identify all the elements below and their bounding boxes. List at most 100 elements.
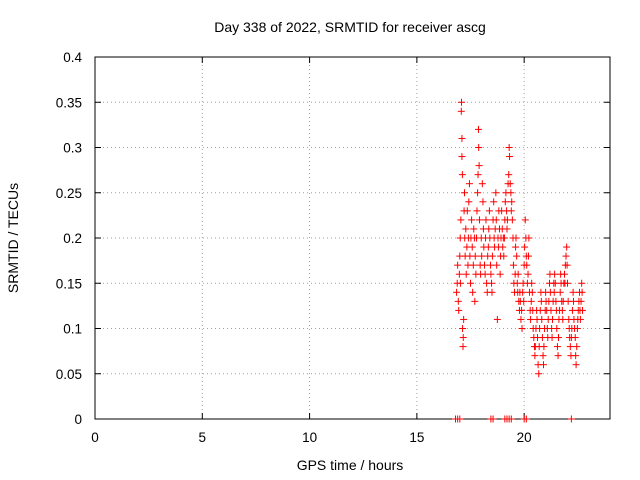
data-point: [476, 216, 484, 224]
data-point: [527, 315, 535, 323]
x-axis-ticks: 0 5 10 15 20: [91, 57, 532, 445]
data-point: [453, 288, 461, 296]
data-point: [478, 180, 486, 188]
data-point: [485, 225, 493, 233]
data-point: [563, 261, 571, 269]
data-point: [577, 297, 585, 305]
data-point: [579, 306, 587, 314]
x-axis-label: GPS time / hours: [297, 457, 404, 473]
data-point: [509, 261, 517, 269]
data-point: [521, 216, 529, 224]
grid-lines: [95, 57, 610, 419]
data-point: [558, 306, 566, 314]
data-point: [484, 243, 492, 251]
data-point: [489, 415, 497, 423]
data-point: [522, 415, 530, 423]
data-point: [578, 288, 586, 296]
data-point: [525, 234, 533, 242]
data-point: [553, 325, 561, 332]
y-tick-label: 0: [74, 412, 82, 427]
data-point: [470, 225, 478, 233]
data-point: [493, 261, 501, 269]
data-point: [488, 288, 496, 296]
y-tick-label: 0.15: [56, 276, 82, 291]
data-point: [517, 315, 525, 323]
data-point: [458, 98, 466, 106]
x-tick-label: 20: [517, 430, 532, 445]
data-point: [567, 415, 575, 423]
data-point: [520, 297, 528, 305]
data-point: [486, 261, 494, 269]
x-tick-label: 10: [302, 430, 317, 445]
data-point: [505, 171, 513, 179]
data-point: [471, 252, 479, 260]
data-point: [561, 270, 569, 278]
data-point: [462, 270, 470, 278]
y-tick-label: 0.35: [56, 95, 82, 110]
data-point: [556, 288, 564, 296]
data-point: [474, 125, 482, 133]
data-point: [507, 207, 515, 215]
data-point: [480, 261, 488, 269]
data-point: [455, 306, 463, 314]
data-point: [539, 352, 547, 360]
data-point: [488, 252, 496, 260]
data-point: [519, 288, 527, 296]
data-point: [563, 243, 571, 251]
data-point: [503, 225, 511, 233]
data-point: [514, 270, 522, 278]
x-tick-label: 5: [199, 430, 207, 445]
data-point: [475, 144, 483, 151]
data-point: [454, 261, 462, 269]
data-point: [459, 325, 467, 332]
data-point: [576, 315, 584, 323]
data-point: [555, 334, 562, 342]
y-tick-label: 0.2: [63, 231, 82, 246]
data-point: [507, 189, 515, 197]
data-point: [572, 352, 580, 360]
data-point: [465, 198, 473, 206]
data-point: [479, 198, 487, 206]
data-point: [463, 207, 471, 215]
data-point: [564, 279, 572, 287]
y-tick-label: 0.3: [63, 141, 82, 156]
data-point: [465, 180, 473, 188]
data-point: [459, 343, 467, 351]
data-point: [487, 270, 495, 278]
data-point: [535, 370, 543, 378]
data-point: [513, 252, 521, 260]
data-point: [548, 315, 556, 323]
data-point: [551, 270, 559, 278]
y-tick-label: 0.25: [56, 186, 82, 201]
data-point: [538, 315, 546, 323]
y-tick-label: 0.4: [63, 50, 82, 65]
data-point: [459, 334, 467, 342]
data-point: [469, 261, 477, 269]
data-point: [496, 270, 504, 278]
data-point: [524, 270, 532, 278]
data-point: [482, 216, 490, 224]
data-point: [500, 252, 508, 260]
data-point: [493, 315, 501, 323]
data-point: [461, 189, 469, 197]
data-point: [566, 343, 574, 351]
data-point: [518, 325, 526, 332]
data-point: [506, 153, 514, 161]
data-point: [518, 306, 526, 314]
y-axis-ticks: 0 0.05 0.1 0.15 0.2 0.25 0.3 0.35 0.4: [56, 50, 610, 427]
data-point: [471, 297, 479, 305]
data-point: [508, 216, 516, 224]
data-point: [499, 243, 507, 251]
data-point: [506, 180, 514, 188]
data-point: [454, 297, 462, 305]
x-tick-label: 15: [409, 430, 424, 445]
data-point: [457, 216, 465, 224]
data-point: [573, 325, 581, 332]
data-point: [458, 153, 466, 161]
data-point: [508, 198, 516, 206]
data-point: [468, 243, 476, 251]
data-point: [548, 334, 556, 342]
data-point: [531, 352, 539, 360]
data-point: [578, 279, 586, 287]
data-point: [492, 189, 500, 197]
